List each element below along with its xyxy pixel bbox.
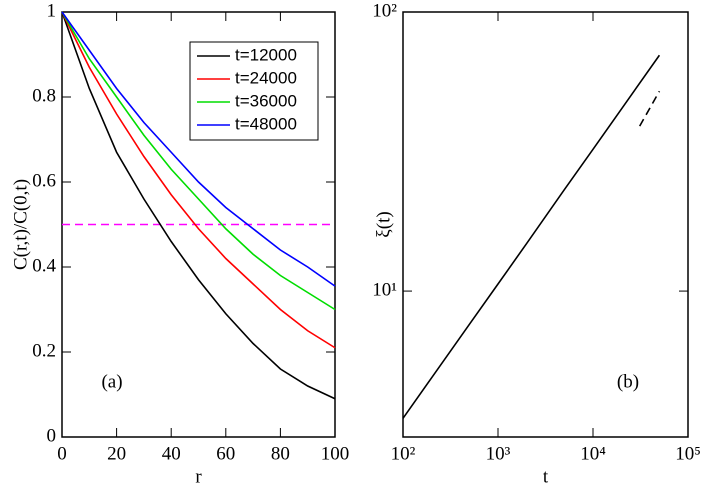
x-axis-label: t: [543, 466, 549, 487]
y-axis-label: ξ(t): [373, 211, 394, 237]
annotation: (b): [617, 371, 639, 392]
panel: 10² 10³ 10⁴ 10⁵ 10¹ 10² t ξ(t) (b): [372, 0, 701, 487]
x-tick-label: 10³: [486, 443, 511, 464]
series-line: [402, 54, 661, 419]
x-tick-label: 100: [321, 443, 350, 464]
x-tick-label: 0: [57, 443, 67, 464]
y-tick-label: 0.8: [32, 85, 56, 106]
x-tick-label: 80: [271, 443, 290, 464]
series-line: [638, 90, 661, 127]
panel: 0 20 40 60 80 100 0 0.2 0.4 0.6 0.8 1 r C(r,t)/C(0,t)…: [10, 0, 349, 487]
x-axis-label: r: [195, 466, 202, 487]
y-tick-label: 10¹: [372, 279, 397, 300]
y-tick-label: 0.6: [32, 170, 56, 191]
legend-box: [189, 41, 319, 141]
series-line: [61, 11, 336, 311]
legend-label: t=36000: [235, 91, 297, 110]
series-line: [61, 11, 336, 400]
y-tick-label: 0: [47, 425, 57, 446]
x-tick-label: 10⁴: [580, 443, 606, 464]
series-line: [61, 11, 336, 349]
y-axis-label: C(r,t)/C(0,t): [10, 179, 31, 270]
legend-label: t=24000: [235, 68, 297, 87]
series-line: [61, 11, 336, 287]
legend-label: t=48000: [235, 114, 297, 133]
y-tick-label: 10²: [372, 0, 397, 21]
y-tick-label: 1: [47, 0, 57, 21]
annotation: (a): [101, 371, 122, 392]
x-tick-label: 20: [107, 443, 126, 464]
x-tick-label: 60: [216, 443, 235, 464]
x-tick-label: 10²: [391, 443, 416, 464]
y-tick-label: 0.4: [32, 255, 56, 276]
legend-label: t=12000: [235, 45, 297, 64]
x-tick-label: 10⁵: [675, 443, 701, 464]
y-tick-label: 0.2: [32, 340, 56, 361]
plot-frame: [402, 11, 689, 438]
x-tick-label: 40: [162, 443, 181, 464]
